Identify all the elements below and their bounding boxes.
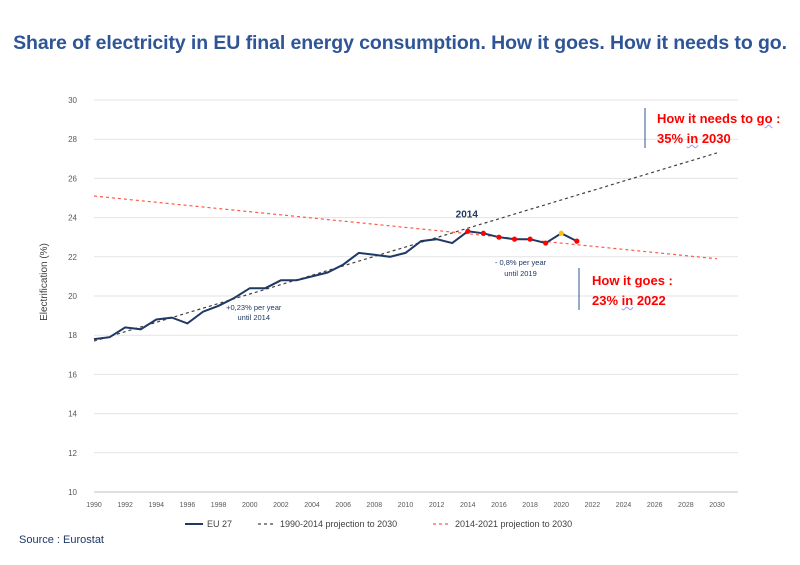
x-tick-label: 2012 (429, 502, 445, 509)
series-layer (93, 152, 718, 342)
x-tick-label: 2004 (304, 502, 320, 509)
x-tick-label: 1998 (211, 502, 227, 509)
data-point-marker (511, 236, 518, 242)
x-tick-label: 2008 (367, 502, 383, 509)
x-tick-label: 1994 (149, 502, 165, 509)
callout-how-it-goes: How it goes : 23% in 2022 (592, 271, 673, 311)
x-tick-label: 1990 (86, 502, 102, 509)
data-point-marker (574, 238, 580, 244)
legend-label: 1990-2014 projection to 2030 (280, 519, 397, 529)
callout-goes-value-c: 2022 (633, 293, 666, 308)
y-tick-label: 22 (68, 253, 77, 262)
x-tick-label: 2002 (273, 502, 289, 509)
series-line-eu27 (93, 230, 578, 341)
projection-line-2014-2021 (93, 195, 718, 260)
data-point-marker (465, 228, 471, 234)
source-note: Source : Eurostat (19, 534, 104, 546)
legend: EU 27 1990-2014 projection to 2030 2014-20… (185, 519, 572, 529)
x-tick-label: 2014 (460, 502, 476, 509)
x-tick-label: 2010 (398, 502, 414, 509)
x-tick-label: 2022 (585, 502, 601, 509)
y-tick-label: 30 (68, 96, 77, 105)
grid-lines (94, 99, 738, 493)
x-tick-label: 1992 (117, 502, 133, 509)
legend-label: EU 27 (207, 519, 232, 529)
annotation-rate-1990-2014: +0,23% per year (226, 303, 282, 312)
legend-label: 2014-2021 projection to 2030 (455, 519, 572, 529)
data-point-marker (496, 234, 502, 240)
callout-goes-text: How it goes : (592, 273, 673, 288)
x-tick-label: 2006 (335, 502, 351, 509)
x-tick-label: 2016 (491, 502, 507, 509)
x-tick-label: 2028 (678, 502, 694, 509)
x-tick-label: 2024 (616, 502, 632, 509)
annotation-until-2019: until 2019 (504, 269, 537, 278)
x-tick-labels: 1990 1992 1994 1996 1998 2000 2002 2004 2006 2008… (86, 502, 725, 509)
callout-need-text-b: go (756, 111, 773, 126)
annotation-until-2014: until 2014 (237, 313, 270, 322)
y-tick-label: 16 (68, 370, 77, 379)
y-tick-label: 12 (68, 449, 77, 458)
x-tick-label: 2018 (522, 502, 538, 509)
y-tick-label: 10 (68, 488, 77, 497)
y-tick-label: 14 (68, 410, 77, 419)
data-point-marker (480, 230, 486, 236)
y-tick-label: 24 (68, 214, 77, 223)
y-tick-label: 20 (68, 292, 77, 301)
callout-needs-to-go: How it needs to go : 35% in 2030 (657, 109, 781, 149)
callout-goes-value-a: 23% (592, 293, 622, 308)
data-point-marker (543, 240, 549, 246)
x-tick-label: 2020 (553, 502, 569, 509)
data-point-marker (558, 230, 564, 236)
callout-need-text-a: How it needs to (657, 111, 757, 126)
x-tick-label: 2030 (709, 502, 725, 509)
markers-layer (465, 228, 580, 246)
y-axis-label: Electrification (%) (39, 243, 50, 321)
callout-need-text-c: : (772, 111, 781, 126)
y-tick-label: 28 (68, 135, 77, 144)
y-tick-labels: 10 12 14 16 18 20 22 24 26 28 30 (68, 96, 77, 497)
projection-line-1990-2014 (93, 152, 718, 342)
callout-goes-value-b: in (621, 293, 634, 308)
callout-need-value-a: 35% (657, 131, 687, 146)
annotation-2014: 2014 (456, 209, 479, 220)
y-tick-label: 18 (68, 331, 77, 340)
chart-title: Share of electricity in EU final energy … (13, 32, 787, 54)
callout-need-value-b: in (686, 131, 699, 146)
callout-need-value-c: 2030 (698, 131, 731, 146)
data-point-marker (527, 236, 533, 242)
x-tick-label: 1996 (180, 502, 196, 509)
x-tick-label: 2026 (647, 502, 663, 509)
annotation-rate-2014-2019: - 0,8% per year (495, 258, 547, 267)
y-tick-label: 26 (68, 174, 77, 183)
x-tick-label: 2000 (242, 502, 258, 509)
